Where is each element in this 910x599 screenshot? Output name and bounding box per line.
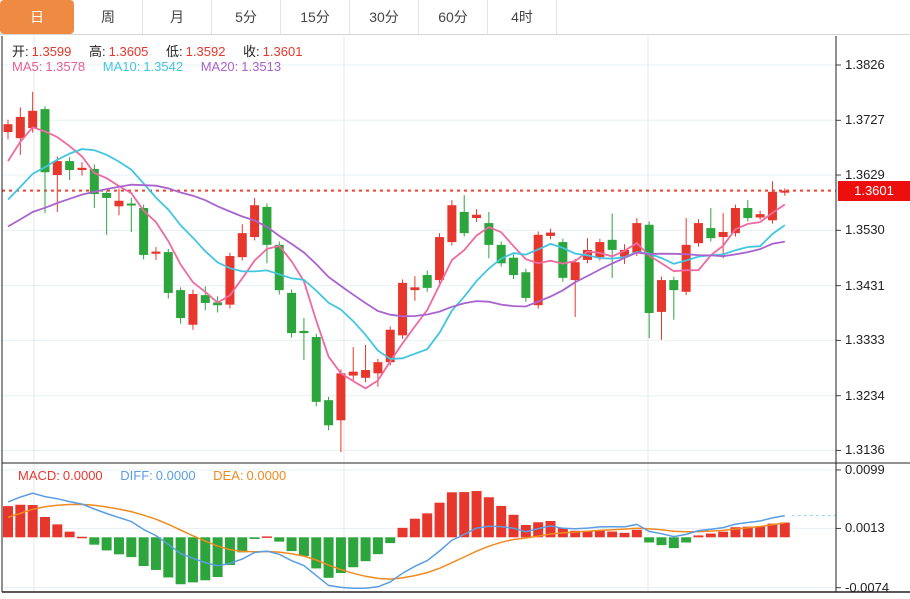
price-tick-label: 1.3431 [845, 277, 885, 293]
macd-tick-label: 0.0013 [845, 520, 885, 536]
tab-day[interactable]: 日 [0, 0, 74, 34]
price-tick-label: 1.3234 [845, 387, 885, 403]
price-tick-label: 1.3530 [845, 222, 885, 238]
price-tick-label: 1.3333 [845, 332, 885, 348]
tab-15min[interactable]: 15分 [281, 0, 350, 34]
tab-5min[interactable]: 5分 [212, 0, 281, 34]
period-tab-bar: 日 周 月 5分 15分 30分 60分 4时 [0, 0, 910, 35]
current-price-badge: 1.3601 [838, 180, 910, 201]
tab-30min[interactable]: 30分 [350, 0, 419, 34]
price-tick-label: 1.3136 [845, 442, 885, 458]
tab-month[interactable]: 月 [143, 0, 212, 34]
price-tick-label: 1.3727 [845, 112, 885, 128]
price-tick-label: 1.3826 [845, 57, 885, 72]
price-tick-label: 1.3629 [845, 167, 885, 183]
tab-60min[interactable]: 60分 [419, 0, 488, 34]
macd-tick-label: -0.0074 [845, 579, 890, 595]
macd-tick-label: 0.0099 [845, 461, 885, 477]
tab-week[interactable]: 周 [74, 0, 143, 34]
tab-4hour[interactable]: 4时 [488, 0, 557, 34]
